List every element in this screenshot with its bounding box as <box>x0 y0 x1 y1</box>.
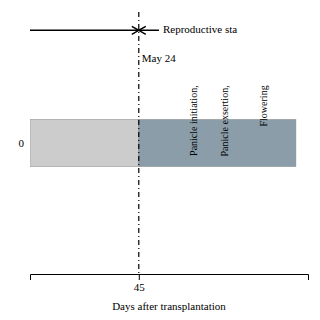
x-axis-line <box>31 275 309 281</box>
bar <box>139 119 296 166</box>
bar <box>30 119 139 166</box>
arrow-head <box>139 26 146 34</box>
reference-line <box>138 12 139 274</box>
x-axis-title: Days after transplantation <box>112 300 226 312</box>
y-axis: 0 <box>19 137 31 149</box>
x-tick-label: 45 <box>134 281 146 293</box>
annotations: May 24 Reproductive sta Panicle initiation… <box>30 12 269 274</box>
x-tick-mark <box>139 274 140 280</box>
x-axis: 45 <box>31 274 309 293</box>
reference-label: May 24 <box>142 52 176 64</box>
bars <box>30 119 296 166</box>
x-tick: 45 <box>134 274 146 293</box>
stage-label: Panicle initiation, <box>188 85 199 156</box>
arrow-label: Reproductive sta <box>163 23 237 35</box>
y-tick: 0 <box>19 137 31 149</box>
chart: 45 0 May 24 Reproductive sta Panicle initiat… <box>0 0 320 320</box>
stage-label: Panicle exsertion, <box>219 85 230 156</box>
stage-label: Flowering <box>258 85 269 126</box>
plot: 45 0 May 24 Reproductive sta Panicle initiat… <box>19 12 309 293</box>
y-tick-label: 0 <box>19 137 25 149</box>
